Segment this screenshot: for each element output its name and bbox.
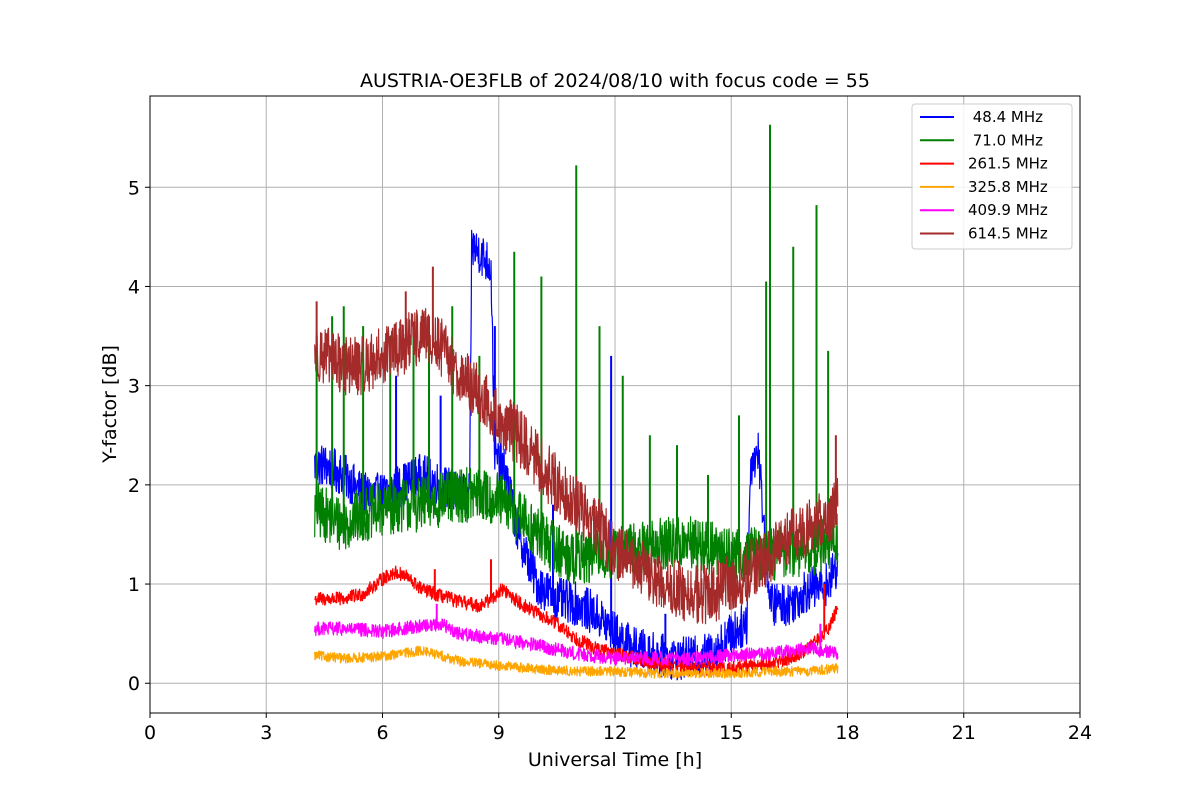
- y-tick-label: 2: [128, 475, 140, 497]
- series-2: [314, 559, 839, 676]
- x-tick-label: 9: [493, 722, 505, 744]
- x-tick-label: 21: [952, 722, 976, 744]
- x-tick-label: 6: [376, 722, 388, 744]
- x-tick-label: 15: [719, 722, 743, 744]
- x-tick-label: 3: [260, 722, 272, 744]
- series-line: [314, 565, 839, 676]
- series-line: [314, 617, 839, 666]
- x-tick-label: 18: [835, 722, 859, 744]
- series-4: [314, 603, 839, 666]
- legend-label: 48.4 MHz: [968, 108, 1043, 126]
- series-line: [314, 308, 839, 625]
- x-tick-label: 24: [1068, 722, 1092, 744]
- legend-label: 325.8 MHz: [968, 178, 1048, 196]
- series-5: [314, 266, 839, 625]
- legend-label: 71.0 MHz: [968, 131, 1043, 149]
- legend-label: 261.5 MHz: [968, 155, 1048, 173]
- series-1: [314, 124, 839, 585]
- series-group: [314, 124, 839, 681]
- legend-label: 409.9 MHz: [968, 201, 1048, 219]
- y-tick-label: 3: [128, 376, 140, 398]
- series-line: [314, 467, 839, 585]
- series-line: [314, 645, 839, 679]
- y-tick-label: 1: [128, 574, 140, 596]
- series-3: [314, 645, 839, 679]
- y-tick-label: 0: [128, 673, 140, 695]
- legend-label: 614.5 MHz: [968, 225, 1048, 243]
- legend: 48.4 MHz 71.0 MHz 261.5 MHz 325.8 MHz 409.9…: [911, 103, 1073, 250]
- y-axis-label: Y-factor [dB]: [99, 345, 121, 464]
- x-tick-label: 0: [144, 722, 156, 744]
- x-axis-label: Universal Time [h]: [528, 749, 702, 771]
- y-tick-label: 4: [128, 276, 140, 298]
- y-tick-label: 5: [128, 177, 140, 199]
- x-tick-label: 12: [603, 722, 627, 744]
- chart-title: AUSTRIA-OE3FLB of 2024/08/10 with focus …: [360, 70, 870, 92]
